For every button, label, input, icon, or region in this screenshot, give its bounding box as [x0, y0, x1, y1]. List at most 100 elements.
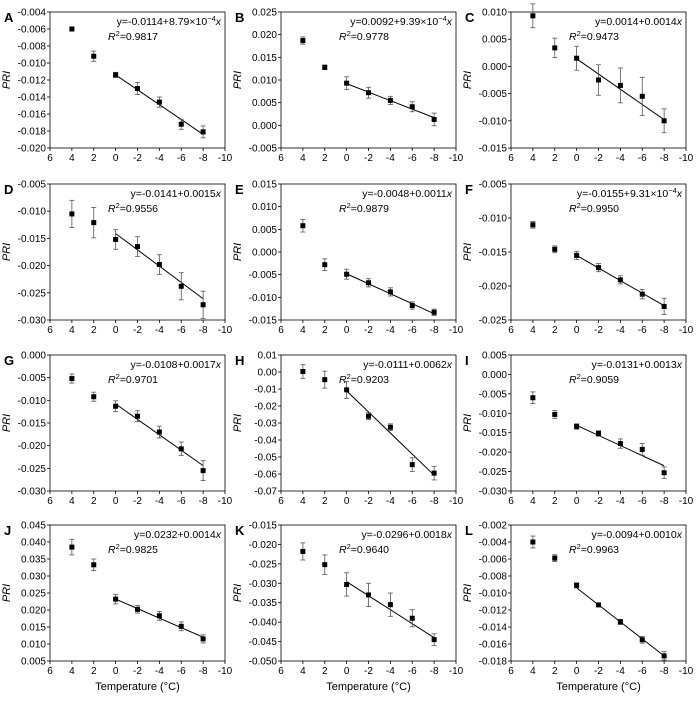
y-axis-label: PRI — [462, 414, 474, 432]
y-tick-label: -0.050 — [249, 657, 278, 668]
r-value: =0.9701 — [120, 374, 158, 386]
x-tick-label: 4 — [300, 666, 306, 677]
y-tick-label: -0.012 — [479, 606, 508, 617]
y-axis-label: PRI — [462, 243, 474, 261]
data-point — [639, 637, 645, 643]
y-tick-label: 0.010 — [482, 8, 507, 19]
data-point — [113, 403, 119, 409]
equation-variable: x — [676, 16, 683, 28]
y-axis-label: PRI — [462, 71, 474, 89]
x-tick-label: -2 — [594, 325, 603, 336]
data-point — [552, 411, 558, 417]
panel-letter: B — [235, 10, 244, 25]
equation-exponent: −4 — [438, 14, 447, 23]
y-tick-label: 0.000 — [482, 62, 507, 73]
x-tick-label: -2 — [364, 666, 373, 677]
data-point — [344, 387, 350, 393]
data-point — [574, 423, 580, 429]
y-tick-label: 0.005 — [482, 35, 507, 46]
x-tick-label: -10 — [449, 666, 464, 677]
data-point — [200, 636, 206, 642]
x-tick-label: -4 — [386, 153, 395, 164]
data-point — [113, 236, 119, 242]
panel-letter: D — [4, 182, 13, 197]
y-tick-label: 0.015 — [252, 53, 277, 64]
equation-variable: x — [215, 359, 222, 371]
y-tick-label: 0.005 — [21, 657, 46, 668]
x-tick-label: 2 — [552, 325, 558, 336]
y-tick-label: 0.025 — [252, 8, 277, 19]
x-tick-label: -10 — [679, 153, 694, 164]
y-tick-label: -0.005 — [249, 144, 278, 155]
data-point — [661, 653, 667, 659]
r-symbol: R — [339, 374, 347, 386]
x-tick-label: -10 — [679, 496, 694, 507]
data-point — [431, 309, 437, 315]
x-axis-label: Temperature (°C) — [326, 681, 410, 693]
y-tick-label: 0.000 — [482, 370, 507, 381]
r-squared: R2=0.9817 — [108, 29, 158, 43]
equation-text: y=-0.0155+9.31×10 — [577, 188, 669, 200]
y-tick-label: -0.020 — [18, 261, 47, 272]
y-tick-label: -0.010 — [18, 207, 47, 218]
r-squared: R2=0.9879 — [339, 201, 389, 215]
regression-equation: y=-0.0111+0.0062x — [363, 359, 453, 371]
equation-variable: x — [215, 188, 222, 200]
data-point — [530, 395, 536, 401]
data-point — [178, 446, 184, 452]
x-tick-label: 0 — [113, 666, 119, 677]
x-tick-label: -10 — [449, 153, 464, 164]
data-point — [91, 394, 97, 400]
x-tick-label: -6 — [177, 153, 186, 164]
y-tick-label: -0.045 — [249, 637, 278, 648]
x-tick-label: -2 — [594, 666, 603, 677]
data-point — [69, 544, 75, 550]
x-tick-label: -8 — [199, 153, 208, 164]
x-tick-label: -6 — [177, 496, 186, 507]
equation-text: y=-0.0141+0.0015 — [131, 188, 216, 200]
y-tick-label: 0.015 — [252, 180, 277, 191]
x-tick-label: -4 — [155, 325, 164, 336]
data-point — [639, 93, 645, 99]
r-exponent: 2 — [347, 29, 351, 38]
y-tick-label: -0.002 — [479, 521, 508, 532]
panel-b: B 6 4 2 0 -2 -4 -6 -8 -10 0.025 0.020 0.015 0.010 0.00… — [232, 8, 464, 165]
x-tick-label: -8 — [430, 496, 439, 507]
y-tick-label: -0.030 — [18, 316, 47, 327]
x-tick-label: 4 — [530, 496, 536, 507]
x-tick-label: 0 — [574, 153, 580, 164]
x-tick-label: -4 — [616, 153, 625, 164]
data-point — [156, 262, 162, 268]
x-tick-label: -2 — [364, 325, 373, 336]
y-tick-label: 0.020 — [21, 606, 46, 617]
x-tick-label: 2 — [322, 666, 328, 677]
panel-letter: L — [465, 523, 473, 538]
data-point — [300, 548, 306, 554]
x-tick-label: -4 — [155, 496, 164, 507]
x-tick-label: -6 — [638, 496, 647, 507]
x-tick-label: -2 — [133, 496, 142, 507]
equation-variable: x — [215, 16, 222, 28]
y-tick-label: -0.025 — [18, 464, 47, 475]
y-tick-label: -0.010 — [479, 116, 508, 127]
y-axis-label: PRI — [462, 584, 474, 602]
data-point — [69, 211, 75, 217]
r-symbol: R — [108, 31, 116, 43]
y-tick-label: -0.015 — [479, 428, 508, 439]
equation-text: y=-0.0131+0.0013 — [592, 359, 677, 371]
data-point — [617, 82, 623, 88]
data-point — [366, 280, 371, 286]
panel-letter: G — [4, 353, 14, 368]
x-tick-label: -4 — [616, 666, 625, 677]
y-tick-label: -0.01 — [254, 385, 277, 396]
r-symbol: R — [569, 31, 577, 43]
y-tick-label: -0.015 — [18, 234, 47, 245]
x-tick-label: 6 — [508, 666, 514, 677]
y-tick-label: -0.020 — [479, 282, 508, 293]
equation-text: y=-0.0111+0.0062 — [363, 359, 447, 371]
y-tick-label: -0.02 — [254, 402, 277, 413]
x-tick-label: -10 — [218, 496, 233, 507]
x-tick-label: 4 — [69, 325, 75, 336]
data-point — [200, 302, 206, 308]
r-exponent: 2 — [577, 201, 581, 210]
